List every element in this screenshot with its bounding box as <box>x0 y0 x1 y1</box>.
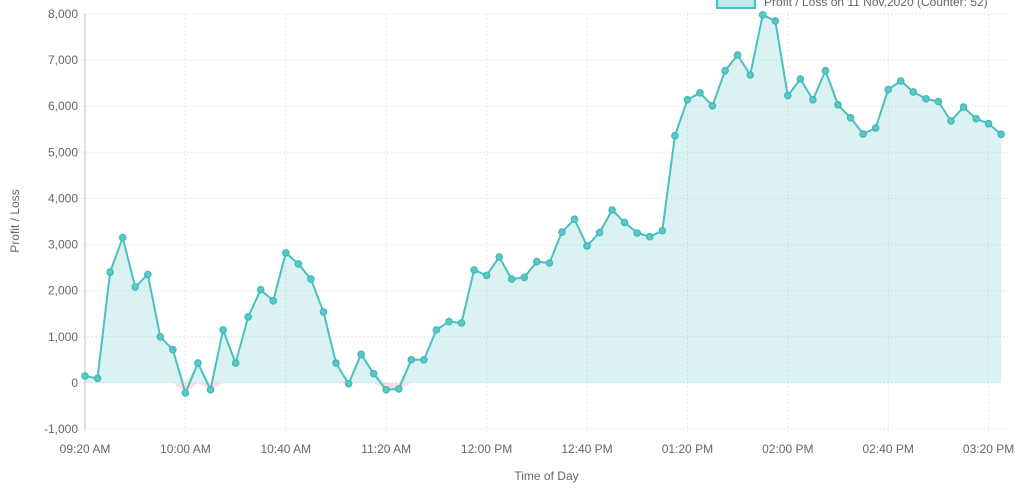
x-axis-title: Time of Day <box>514 469 579 483</box>
svg-text:12:00 PM: 12:00 PM <box>461 442 512 456</box>
svg-text:0: 0 <box>71 376 78 390</box>
svg-text:09:20 AM: 09:20 AM <box>60 442 111 456</box>
svg-text:1,000: 1,000 <box>48 330 78 344</box>
svg-text:5,000: 5,000 <box>48 145 78 159</box>
svg-text:4,000: 4,000 <box>48 191 78 205</box>
chart-legend[interactable]: Profit / Loss on 11 Nov,2020 (Counter: 5… <box>716 0 988 9</box>
svg-text:02:40 PM: 02:40 PM <box>863 442 914 456</box>
legend-label: Profit / Loss on 11 Nov,2020 (Counter: 5… <box>764 0 988 9</box>
x-tick-labels: 09:20 AM 10:00 AM 10:40 AM 11:20 AM 12:00 PM… <box>60 11 1014 456</box>
svg-text:3,000: 3,000 <box>48 238 78 252</box>
y-gridlines <box>79 13 1008 430</box>
svg-text:8,000: 8,000 <box>48 7 78 21</box>
svg-text:10:40 AM: 10:40 AM <box>260 442 311 456</box>
svg-text:10:00 AM: 10:00 AM <box>160 442 211 456</box>
svg-text:6,000: 6,000 <box>48 99 78 113</box>
svg-text:2,000: 2,000 <box>48 284 78 298</box>
svg-text:01:20 PM: 01:20 PM <box>662 442 713 456</box>
svg-text:7,000: 7,000 <box>48 53 78 67</box>
y-axis-title: Profit / Loss <box>8 189 22 253</box>
svg-text:-1,000: -1,000 <box>44 422 78 436</box>
x-gridlines <box>84 14 990 434</box>
svg-text:11:20 AM: 11:20 AM <box>361 442 411 456</box>
svg-text:12:40 PM: 12:40 PM <box>561 442 612 456</box>
area-negative <box>85 382 1002 393</box>
area-positive <box>85 14 1002 383</box>
y-tick-labels: 8,000 7,000 6,000 5,000 4,000 3,000 2,000 1,000… <box>44 7 78 436</box>
svg-text:02:00 PM: 02:00 PM <box>762 442 813 456</box>
legend-swatch-icon <box>716 0 756 9</box>
data-points[interactable]: 09:20 AM: 15009:25 AM: 10009:30 AM: 2400… <box>81 11 1006 397</box>
svg-text:03:20 PM: 03:20 PM <box>963 442 1014 456</box>
